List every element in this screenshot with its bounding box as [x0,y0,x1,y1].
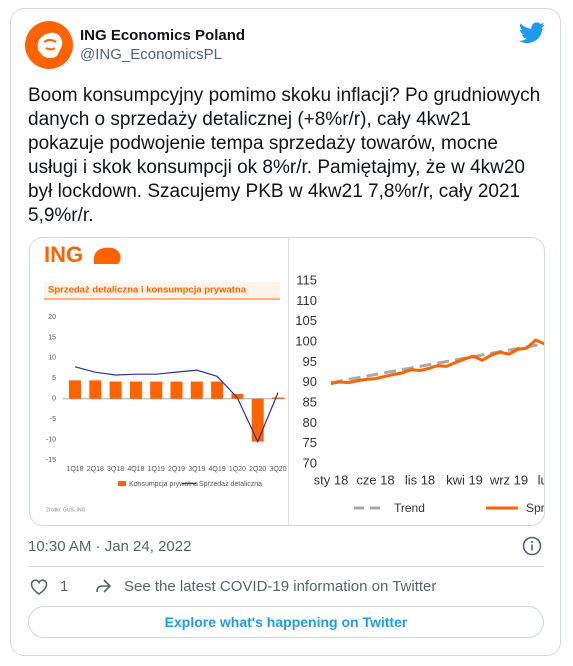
y-tick-label: 90 [303,374,317,389]
separator [28,566,544,567]
like-count: 1 [60,578,69,595]
bar [129,381,142,399]
y-tick-label: 115 [296,272,317,287]
y-tick-label: 95 [303,354,317,369]
bar [272,397,284,399]
bar [69,380,81,399]
share-icon[interactable] [92,576,114,598]
x-tick-label: 3Q19 [188,466,205,473]
chart-right: 70 75 80 85 90 95 100 105 110 115 sty 18 cze 18 lis … [288,238,545,525]
twitter-logo[interactable] [519,22,545,44]
y-tick-label: 5 [52,375,56,382]
source: Źródło: GUS, ING [46,506,86,513]
x-tick-label: kwi 19 [446,472,483,487]
chart-left: ING Sprzedaż detaliczna i konsumpcja pryw… [44,242,287,513]
legend-label: Konsumpcja prywatna [129,481,198,488]
bar [211,381,224,399]
line [330,338,544,385]
y-tick-label: 85 [303,394,317,409]
logo-lion [93,247,121,264]
line [330,342,544,385]
x-tick-label: 2Q18 [87,466,104,473]
media[interactable]: ING Sprzedaż detaliczna i konsumpcja pryw… [29,237,545,526]
x-tick-label: 4Q19 [209,466,226,473]
y-tick-label: 110 [296,293,317,308]
y-tick-label: 15 [48,334,56,341]
y-tick-label: 75 [303,435,317,450]
x-tick-label: 1Q18 [66,466,83,473]
author-handle[interactable]: @ING_EconomicsPL [80,46,222,63]
like-icon[interactable] [28,576,50,598]
y-tick-label: 70 [303,455,317,470]
bar [89,380,102,399]
legend-label: Sprzedaż detaliczna [526,501,545,515]
y-tick-label: 105 [295,313,317,328]
y-tick-label: -15 [46,457,56,464]
x-tick-label: 1Q20 [229,466,246,473]
y-tick-label: 80 [303,415,317,430]
y-tick-label: -10 [46,436,56,443]
info-icon[interactable] [521,535,543,557]
bar [170,381,183,399]
x-tick-label: 2Q20 [249,466,266,473]
x-tick-label: sty 18 [314,472,349,487]
x-tick-label: 1Q19 [148,466,165,473]
title-bg [44,282,280,298]
y-tick-label: 100 [295,333,317,348]
y-tick-label: 20 [48,314,56,321]
avatar[interactable] [24,20,74,70]
x-tick-label: 4Q18 [127,466,144,473]
tweet-text: Boom konsumpcyjny pomimo skoku inflacji?… [28,85,541,226]
bar [190,381,203,399]
author-name[interactable]: ING Economics Poland [80,27,246,44]
x-tick-label: 3Q18 [107,466,124,473]
line [74,366,279,444]
legend-label: Trend [394,501,425,515]
bar [150,381,163,399]
y-tick-label: -5 [50,416,56,423]
y-tick-label: 10 [48,355,56,362]
x-tick-label: lis 18 [405,472,435,487]
x-tick-label: cze 18 [356,472,394,487]
logo: ING [44,242,83,267]
x-tick-label: lut 20 [538,472,545,487]
legend-swatch [118,481,126,486]
x-tick-label: 2Q19 [168,466,185,473]
chart-title: Sprzedaż detaliczna i konsumpcja prywatn… [48,285,247,296]
x-tick-label: wrz 19 [489,472,528,487]
legend-label: Sprzedaż detaliczna [199,481,262,488]
y-tick-label: 0 [52,396,56,403]
bar [231,393,244,399]
timestamp[interactable]: 10:30 AM · Jan 24, 2022 [28,538,192,555]
bar [251,398,264,442]
tweet-card [10,8,561,656]
x-tick-label: 3Q20 [269,466,286,473]
bar [109,381,122,399]
explore-button[interactable]: Explore what's happening on Twitter [28,606,544,638]
covid-link[interactable]: See the latest COVID-19 information on T… [124,578,437,595]
